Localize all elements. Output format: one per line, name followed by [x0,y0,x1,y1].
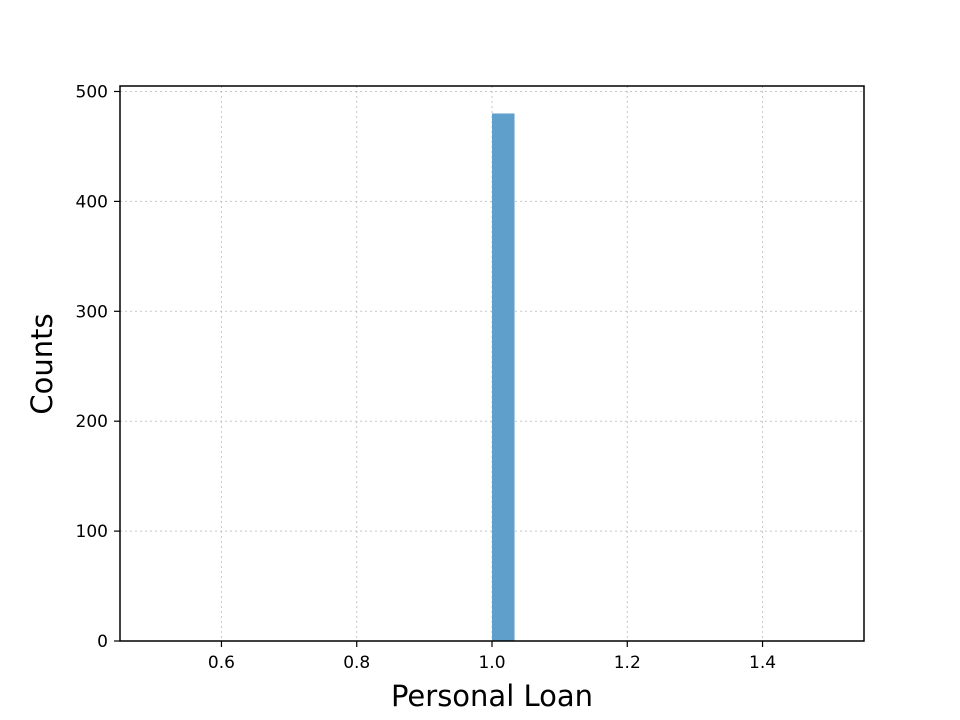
x-axis-title: Personal Loan [391,679,593,713]
bars [492,113,515,642]
x-tick-label-1: 0.8 [343,653,370,673]
x-tick-label-2: 1.0 [478,653,505,673]
x-tick-label-4: 1.4 [749,653,776,673]
y-axis-title: Counts [25,313,59,414]
y-tick-label-2: 200 [76,412,108,432]
x-tick-label-0: 0.6 [208,653,235,673]
y-tick-label-0: 0 [97,632,108,652]
x-tick-label-3: 1.2 [614,653,641,673]
y-tick-label-3: 300 [76,302,108,322]
axis-ticks: 0.6 0.8 1.0 1.2 1.4 0 100 200 300 400 500 [76,82,777,673]
y-tick-label-1: 100 [76,522,108,542]
histogram-bar-0 [492,113,515,642]
y-tick-label-5: 500 [76,82,108,102]
y-tick-label-4: 400 [76,192,108,212]
